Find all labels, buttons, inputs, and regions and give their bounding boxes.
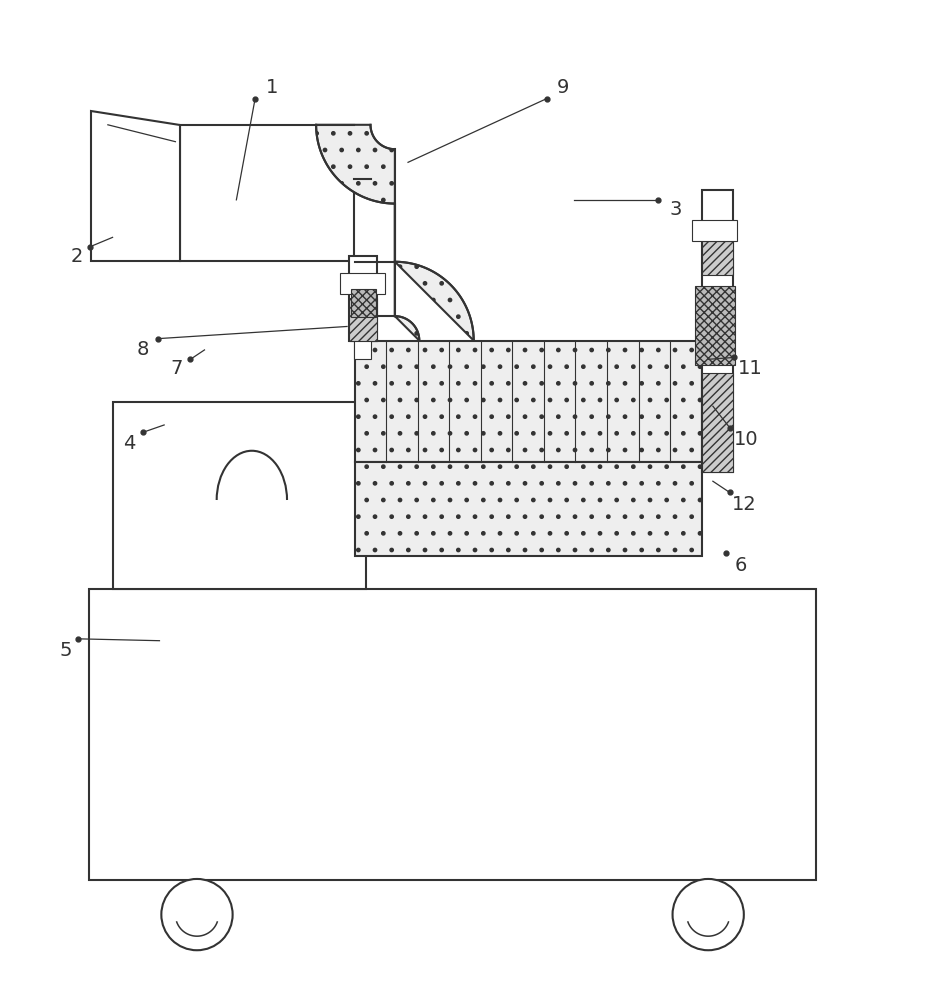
Text: 10: 10	[734, 430, 758, 449]
Bar	[89, 589, 816, 880]
Circle shape	[673, 879, 744, 950]
Bar	[695, 286, 735, 365]
Bar	[702, 373, 733, 472]
Text: 1: 1	[265, 78, 279, 97]
Bar	[349, 298, 377, 341]
Bar	[354, 339, 371, 359]
Bar	[702, 241, 733, 275]
Text: 6: 6	[734, 556, 748, 575]
Bar	[355, 341, 702, 462]
Text: 9: 9	[556, 78, 569, 97]
Text: 5: 5	[59, 641, 72, 660]
Text: 11: 11	[738, 359, 763, 378]
Text: 3: 3	[669, 200, 682, 219]
Bar	[692, 220, 737, 241]
Bar	[702, 190, 733, 472]
Text: 4: 4	[123, 434, 136, 453]
Text: 7: 7	[170, 359, 183, 378]
Bar	[351, 289, 376, 317]
Text: 8: 8	[136, 340, 149, 359]
Bar	[349, 256, 377, 341]
Bar	[340, 273, 385, 294]
Polygon shape	[91, 111, 180, 261]
Text: 2: 2	[70, 247, 83, 266]
Bar	[355, 462, 702, 556]
Polygon shape	[316, 125, 474, 341]
Bar	[113, 402, 366, 589]
Text: 12: 12	[732, 495, 756, 514]
Bar	[180, 125, 354, 261]
Circle shape	[161, 879, 233, 950]
